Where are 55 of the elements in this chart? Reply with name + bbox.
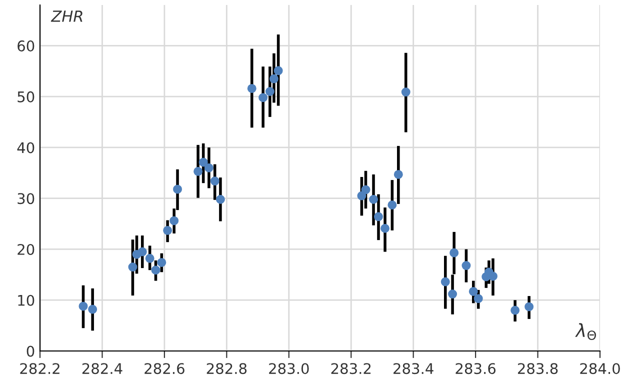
point — [151, 266, 160, 275]
point — [198, 158, 208, 167]
point — [448, 290, 458, 299]
x-tick-label: 282.2 — [20, 363, 60, 374]
x-tick-label: 282.6 — [144, 363, 184, 374]
y-tick-label: 40 — [17, 142, 34, 154]
point — [163, 226, 172, 235]
x-tick-label: 283.0 — [269, 363, 309, 374]
point — [128, 262, 138, 272]
point — [361, 185, 370, 194]
point — [401, 88, 410, 97]
point — [194, 166, 203, 176]
x-tick-label: 283.8 — [518, 363, 558, 374]
point — [357, 191, 366, 200]
point — [269, 74, 278, 84]
point — [173, 184, 182, 194]
point — [265, 87, 274, 96]
x-tick-label: 283.2 — [331, 363, 371, 374]
point — [374, 212, 383, 222]
point — [524, 302, 534, 312]
x-tick-label: 283.6 — [456, 363, 496, 374]
point — [170, 216, 179, 226]
y-axis-title: ZHR — [50, 10, 82, 22]
x-tick-label: 282.4 — [82, 363, 122, 374]
point — [157, 258, 166, 267]
point — [462, 261, 471, 270]
y-tick-label: 0 — [26, 346, 34, 357]
point — [474, 294, 483, 304]
y-tick-label: 30 — [18, 193, 34, 204]
point — [88, 304, 98, 314]
point — [258, 93, 268, 102]
y-tick-label: 50 — [18, 91, 34, 102]
point — [388, 200, 397, 210]
point — [510, 306, 520, 315]
point — [247, 84, 256, 93]
point — [210, 176, 220, 186]
point — [394, 170, 403, 179]
point — [440, 277, 450, 286]
point — [450, 248, 459, 258]
y-tick-label: 60 — [18, 40, 34, 52]
point — [274, 66, 283, 76]
x-tick-label: 282.8 — [206, 363, 247, 374]
y-tick-label: 10 — [18, 294, 34, 306]
point — [138, 247, 147, 256]
point — [380, 224, 390, 233]
point — [369, 194, 378, 204]
x-axis-title: λ$_{Θ}$ — [575, 323, 596, 340]
point — [468, 286, 478, 296]
x-tick-label: 284.0 — [580, 363, 620, 374]
x-tick-label: 283.4 — [394, 363, 434, 374]
point — [204, 163, 214, 172]
point — [78, 302, 88, 311]
point — [145, 254, 154, 263]
point — [216, 194, 225, 204]
y-tick-label: 20 — [18, 244, 34, 255]
